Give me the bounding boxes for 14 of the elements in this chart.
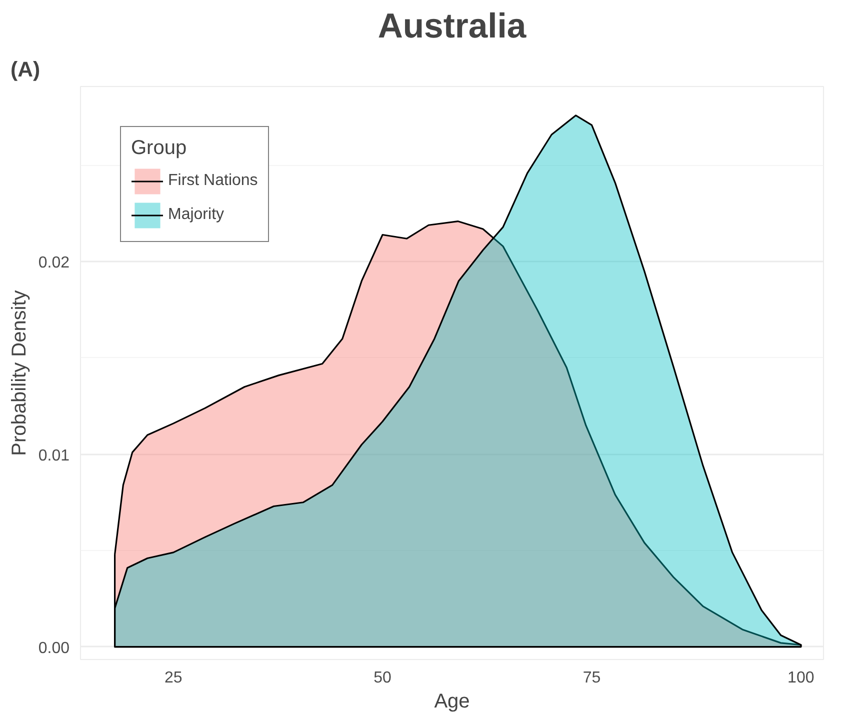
y-axis-title: Probability Density [8,290,30,456]
y-tick-label: 0.01 [38,447,70,464]
legend-label: Majority [168,206,224,224]
x-axis-title: Age [434,690,470,712]
text: (A) [10,58,40,82]
legend-title: Group [131,137,188,160]
x-tick-label: 25 [164,670,182,686]
x-tick-label: 100 [788,670,814,686]
x-tick-label: 50 [374,670,392,686]
x-tick-label: 75 [582,670,601,686]
y-tick-label: 0.00 [38,640,70,657]
legend-label: First Nations [168,172,258,190]
chart-title: Australia [378,8,527,46]
y-tick-label: 0.02 [38,254,70,272]
